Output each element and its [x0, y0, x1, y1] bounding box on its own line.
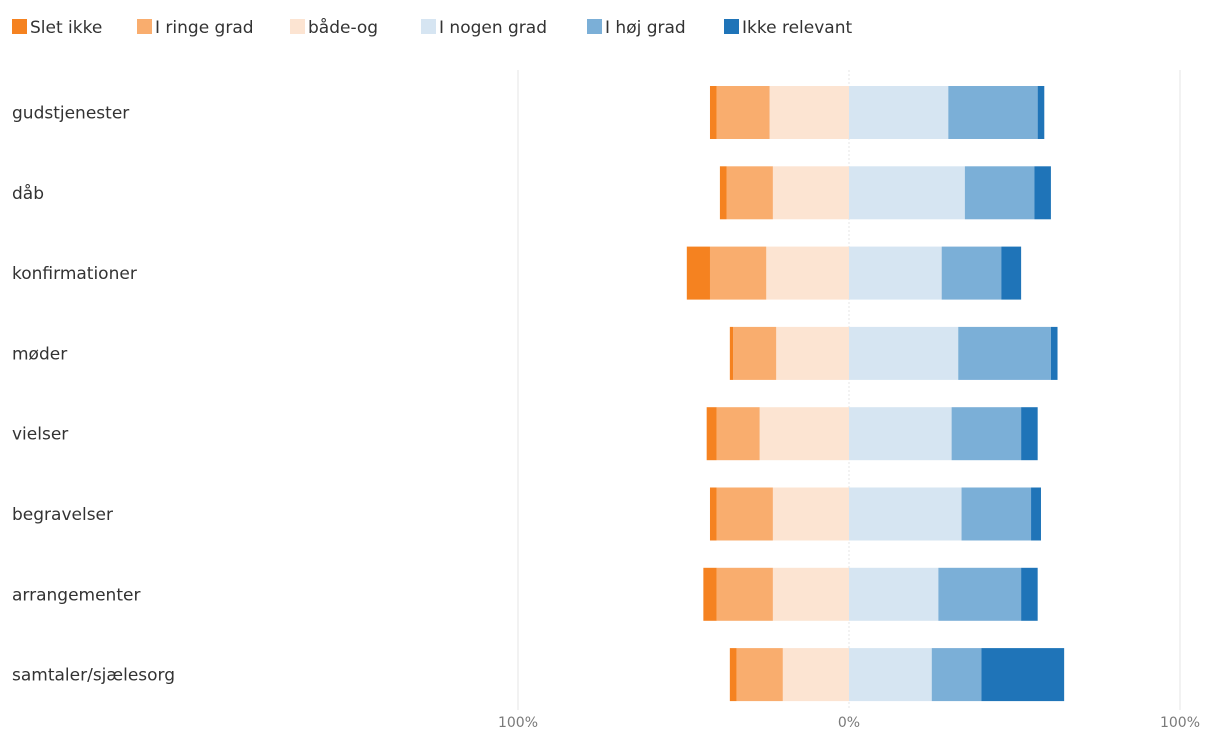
category-label: dåb	[12, 183, 44, 204]
bar-segment	[849, 567, 939, 621]
legend-item: I nogen grad	[421, 18, 547, 38]
bar-segment	[1034, 166, 1051, 220]
bar-row	[729, 648, 1065, 702]
legend-item: I høj grad	[587, 18, 686, 38]
bar-segment	[961, 487, 1032, 541]
legend-label: I ringe grad	[155, 18, 254, 38]
legend-label: Ikke relevant	[742, 18, 852, 38]
bar-segment	[772, 567, 849, 621]
legend-swatch	[137, 19, 152, 34]
legend-label: I høj grad	[605, 18, 686, 38]
legend-label: Slet ikke	[30, 18, 102, 38]
bar-segment	[931, 648, 982, 702]
bar-segment	[849, 407, 952, 461]
category-label: vielser	[12, 425, 68, 445]
legend-swatch	[421, 19, 436, 34]
legend-swatch	[724, 19, 739, 34]
legend-item: både-og	[290, 17, 378, 38]
x-tick-label: 0%	[838, 715, 860, 731]
bar-segment	[951, 407, 1022, 461]
bar-segment	[964, 166, 1035, 220]
bar-segment	[736, 648, 783, 702]
legend-swatch	[587, 19, 602, 34]
bar-segment	[1001, 246, 1022, 300]
bar-segment	[719, 166, 727, 220]
bar-segment	[1037, 86, 1045, 139]
bar-segment	[729, 648, 737, 702]
bar-segment	[772, 487, 849, 541]
bar-segment	[1050, 326, 1058, 380]
category-label: arrangementer	[12, 585, 140, 605]
category-label: gudstjenester	[12, 104, 129, 124]
bar-row	[709, 487, 1041, 541]
legend-swatch	[290, 19, 305, 34]
bar-segment	[716, 567, 773, 621]
legend-item: I ringe grad	[137, 18, 254, 38]
bar-segment	[759, 407, 849, 461]
bar-segment	[1021, 407, 1038, 461]
category-label: møder	[12, 344, 67, 364]
bar-segment	[709, 487, 717, 541]
legend-swatch	[12, 19, 27, 34]
bar-segment	[981, 648, 1065, 702]
x-tick-label: 100%	[1160, 715, 1200, 731]
bar-segment	[733, 326, 777, 380]
bar-segment	[849, 487, 962, 541]
bar-segment	[948, 86, 1038, 139]
bar-segment	[769, 86, 849, 139]
legend-item: Slet ikke	[12, 18, 102, 38]
bar-segment	[772, 166, 849, 220]
chart-legend: Slet ikke I ringe grad både-og I nogen grad…	[12, 17, 852, 38]
bar-segment	[716, 487, 773, 541]
category-labels: gudstjenester dåb konfirmationer møder viels…	[12, 104, 175, 686]
bar-row	[686, 246, 1022, 300]
bar-segment	[849, 86, 949, 139]
bar-segment	[849, 326, 959, 380]
legend-label: I nogen grad	[439, 18, 547, 38]
bar-segment	[849, 246, 942, 300]
bar-segment	[941, 246, 1002, 300]
bar-segment	[776, 326, 849, 380]
category-label: konfirmationer	[12, 264, 137, 284]
bar-segment	[703, 567, 717, 621]
bar-segment	[709, 86, 717, 139]
bar-row	[703, 567, 1038, 621]
bar-row	[706, 407, 1038, 461]
legend-label: både-og	[308, 17, 378, 38]
bar-segment	[938, 567, 1022, 621]
bar-segment	[706, 407, 717, 461]
legend-item: Ikke relevant	[724, 18, 852, 38]
bar-segment	[766, 246, 849, 300]
category-label: samtaler/sjælesorg	[12, 666, 175, 686]
bar-segment	[782, 648, 849, 702]
bar-segment	[726, 166, 773, 220]
bar-segment	[729, 326, 734, 380]
chart-bars	[686, 86, 1065, 702]
x-axis-tick-labels: 100% 0% 100%	[498, 715, 1200, 731]
bar-segment	[716, 86, 770, 139]
bar-segment	[1021, 567, 1038, 621]
bar-row	[729, 326, 1058, 380]
bar-segment	[716, 407, 760, 461]
bar-row	[709, 86, 1045, 139]
bar-row	[719, 166, 1051, 220]
bar-segment	[849, 648, 932, 702]
category-label: begravelser	[12, 505, 113, 525]
bar-segment	[686, 246, 710, 300]
bar-segment	[958, 326, 1051, 380]
x-tick-label: 100%	[498, 715, 538, 731]
bar-segment	[709, 246, 767, 300]
bar-segment	[1031, 487, 1041, 541]
bar-segment	[849, 166, 965, 220]
